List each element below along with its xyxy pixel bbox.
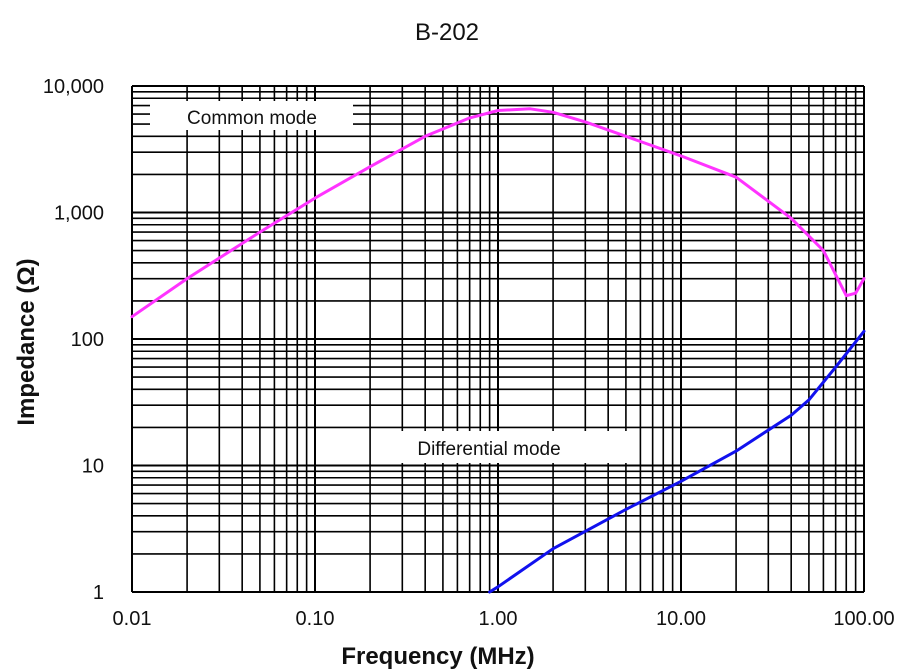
- common-mode-label: Common mode: [187, 108, 317, 129]
- y-tick-label: 1: [93, 582, 104, 604]
- x-tick-label: 1.00: [479, 608, 518, 630]
- differential-mode-label: Differential mode: [417, 439, 560, 460]
- y-axis-ticks: 1 10 100 1,000 10,000: [43, 76, 104, 604]
- x-tick-label: 10.00: [656, 608, 706, 630]
- y-tick-label: 10,000: [43, 76, 104, 98]
- chart-title: B-202: [415, 19, 479, 46]
- series: [130, 107, 866, 594]
- annotation-backgrounds: [150, 101, 628, 463]
- x-tick-label: 0.01: [113, 608, 152, 630]
- common-mode-line: [130, 107, 866, 319]
- x-axis-label: Frequency (MHz): [341, 643, 534, 670]
- x-axis-ticks: 0.01 0.10 1.00 10.00 100.00: [113, 608, 895, 630]
- y-tick-label: 1,000: [54, 203, 104, 225]
- differential-mode-line: [488, 329, 866, 594]
- grid: [131, 85, 865, 593]
- y-axis-label: Impedance (Ω): [13, 258, 40, 425]
- differential-mode-annotation-background: [386, 431, 628, 463]
- x-tick-label: 100.00: [833, 608, 894, 630]
- x-tick-label: 0.10: [296, 608, 335, 630]
- y-tick-label: 100: [71, 329, 104, 351]
- y-tick-label: 10: [82, 456, 104, 478]
- common-mode-annotation-background: [150, 101, 353, 130]
